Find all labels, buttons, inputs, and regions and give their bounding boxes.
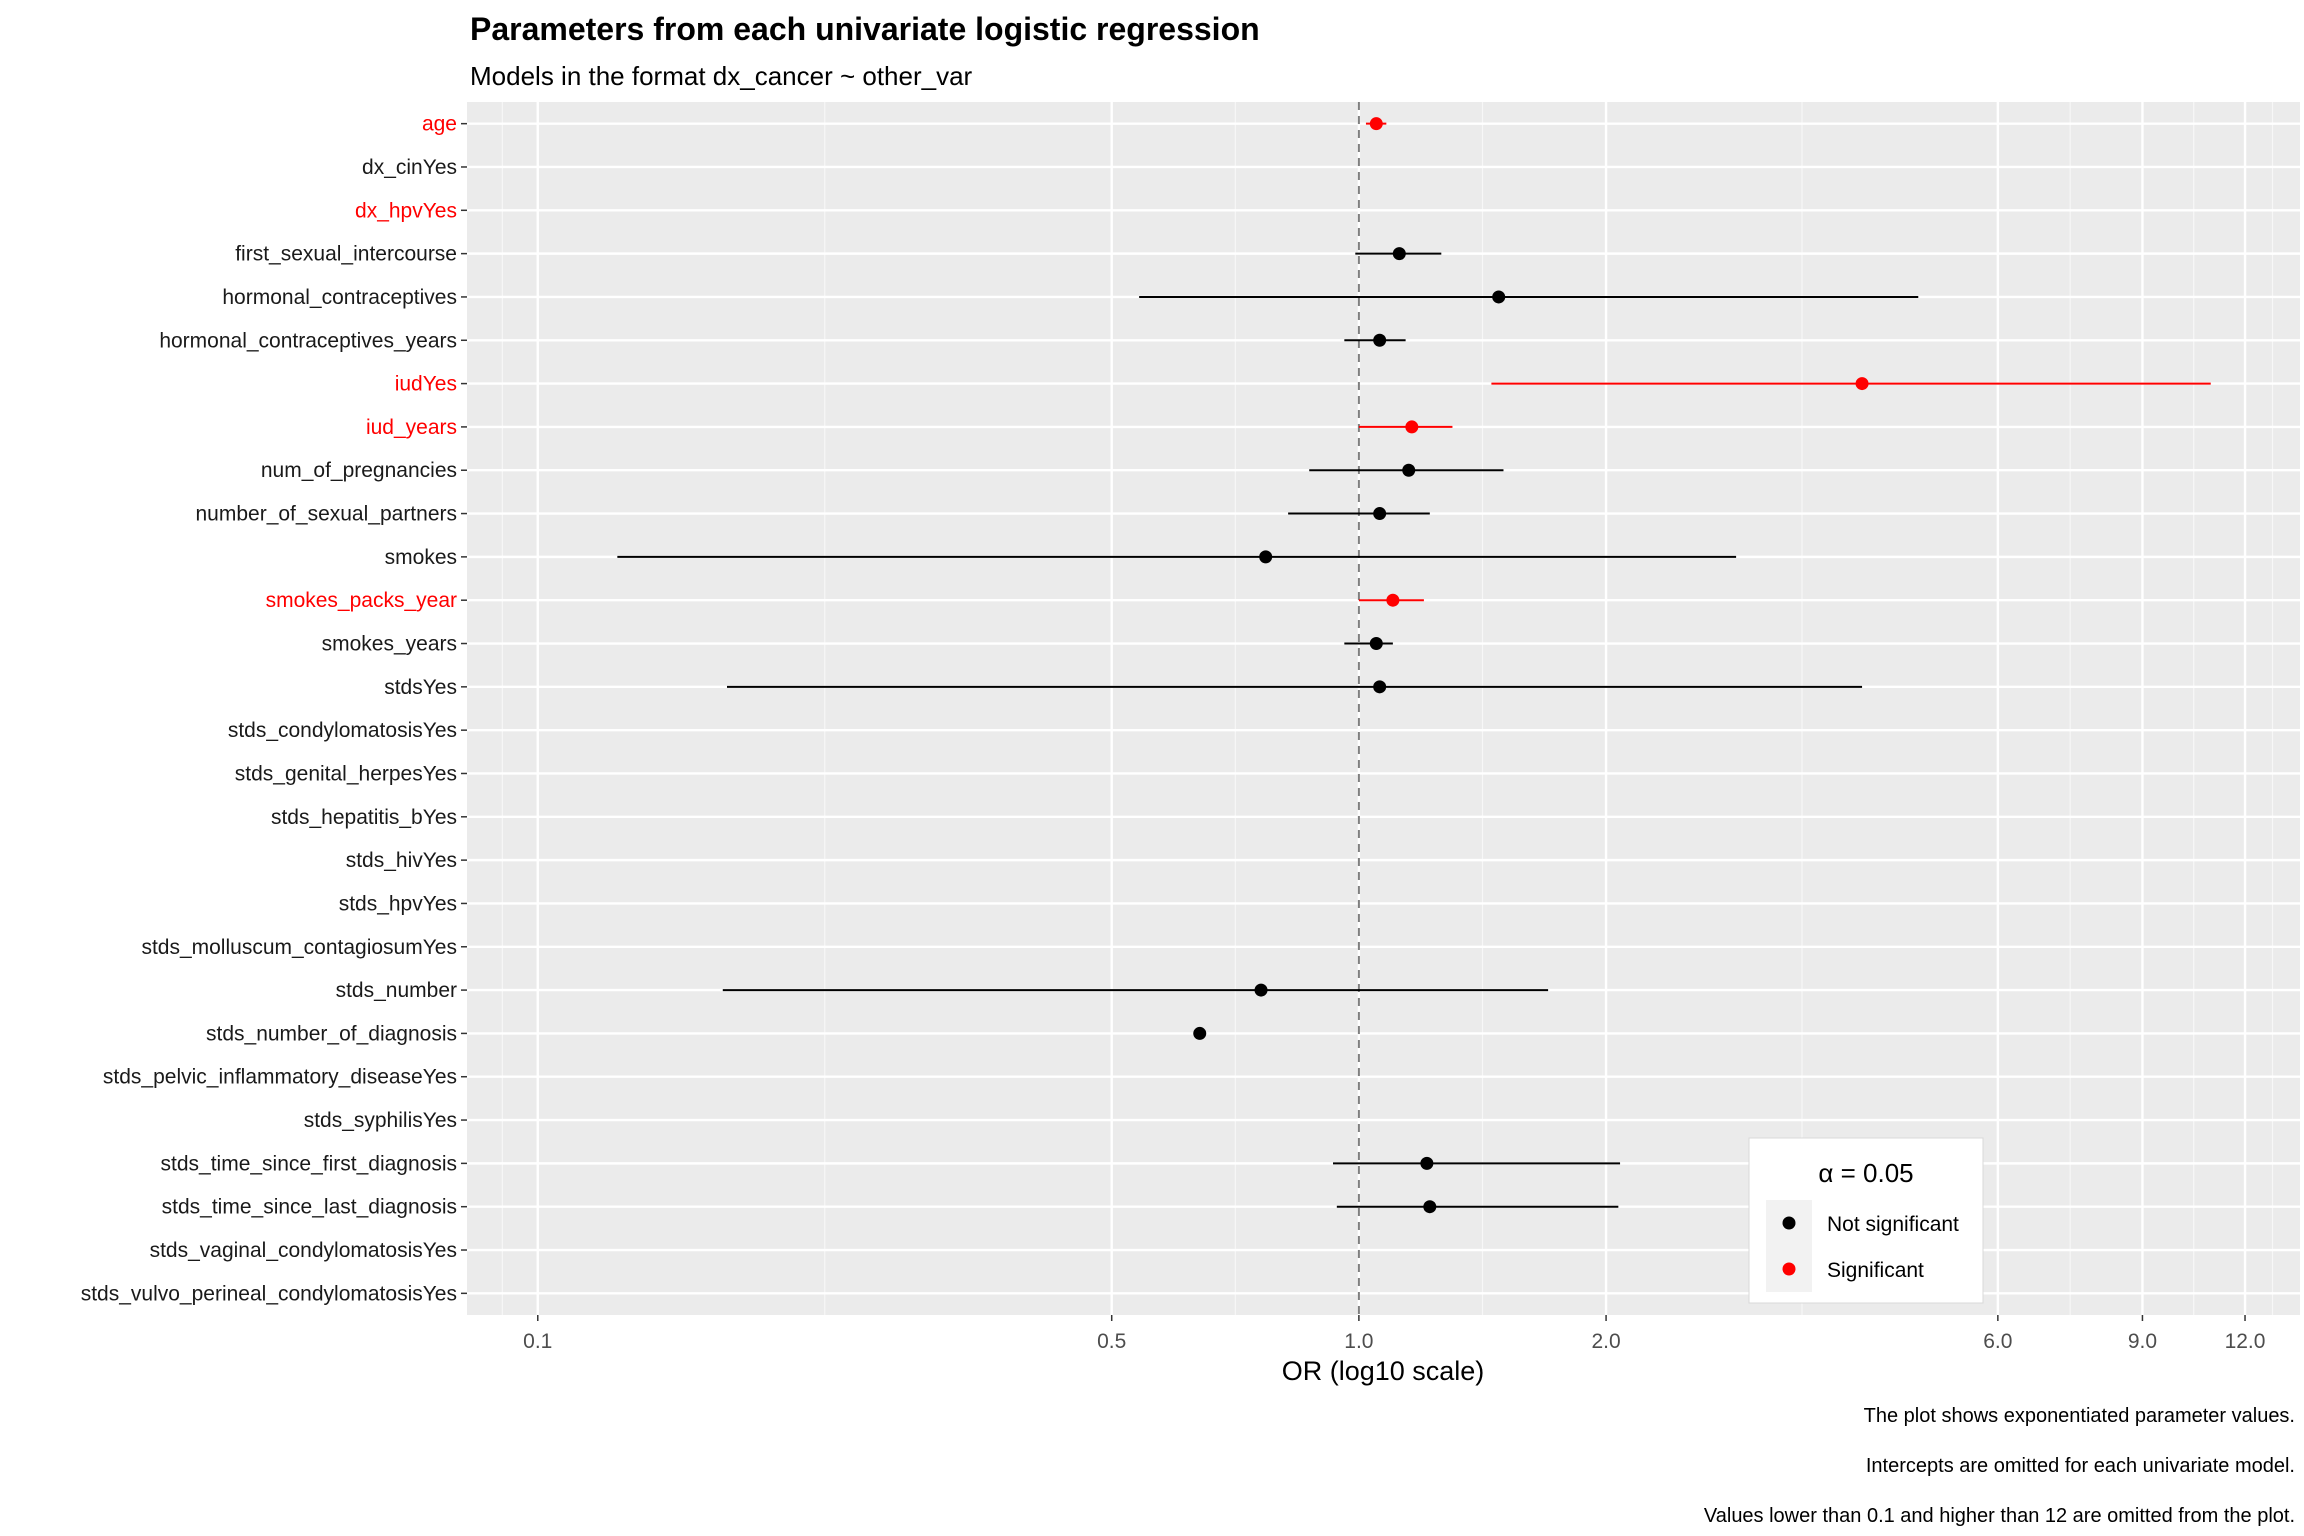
x-tick-label: 0.5 <box>1097 1330 1126 1353</box>
point-iud_years <box>1405 420 1419 434</box>
y-tick-label: iudYes <box>395 373 457 396</box>
legend-key-significant <box>1782 1262 1796 1276</box>
y-tick-label: stds_hepatitis_bYes <box>271 806 457 829</box>
point-hormonal_contraceptives <box>1492 290 1506 304</box>
y-tick-label: first_sexual_intercourse <box>235 243 457 266</box>
caption-line: The plot shows exponentiated parameter v… <box>1864 1405 2295 1427</box>
y-tick-label: stds_vaginal_condylomatosisYes <box>150 1239 457 1262</box>
y-tick-label: stds_number_of_diagnosis <box>206 1022 457 1045</box>
y-tick-label: smokes_packs_year <box>266 589 457 612</box>
point-hormonal_contraceptives_years <box>1373 333 1387 347</box>
y-tick-label: smokes <box>385 546 457 569</box>
y-tick-label: stds_hpvYes <box>339 892 457 915</box>
point-stdsYes <box>1373 680 1387 694</box>
legend-label-not-significant: Not significant <box>1827 1213 1959 1236</box>
x-tick-label: 9.0 <box>2128 1330 2157 1353</box>
y-tick-label: hormonal_contraceptives <box>222 286 457 309</box>
point-iudYes <box>1855 377 1869 391</box>
point-smokes_years <box>1369 637 1383 651</box>
y-tick-labels: age dx_cinYes dx_hpvYes first_sexual_interc… <box>81 113 467 1305</box>
y-tick-label: stds_number <box>336 979 457 1002</box>
y-tick-label: stds_pelvic_inflammatory_diseaseYes <box>103 1066 457 1089</box>
y-tick-label: stds_genital_herpesYes <box>235 762 457 785</box>
y-tick-label: stds_time_since_last_diagnosis <box>162 1196 457 1219</box>
point-age <box>1369 117 1383 131</box>
chart-title: Parameters from each univariate logistic… <box>470 11 1260 47</box>
y-tick-label: smokes_years <box>322 633 457 656</box>
caption-line: Intercepts are omitted for each univaria… <box>1866 1455 2295 1477</box>
y-tick-label: age <box>422 113 457 136</box>
chart-subtitle: Models in the format dx_cancer ~ other_v… <box>470 61 973 91</box>
x-axis-label: OR (log10 scale) <box>1282 1356 1485 1386</box>
x-tick-label: 12.0 <box>2225 1330 2266 1353</box>
point-smokes <box>1259 550 1273 564</box>
caption-line: Values lower than 0.1 and higher than 12… <box>1704 1505 2295 1527</box>
point-number_of_sexual_partners <box>1373 507 1387 521</box>
y-tick-label: hormonal_contraceptives_years <box>159 329 457 352</box>
y-tick-label: dx_cinYes <box>362 156 457 179</box>
point-num_of_pregnancies <box>1402 463 1416 477</box>
legend-title: α = 0.05 <box>1818 1158 1913 1188</box>
y-tick-label: iud_years <box>366 416 457 439</box>
y-tick-label: stds_hivYes <box>346 849 457 872</box>
y-tick-label: number_of_sexual_partners <box>196 503 458 526</box>
plot-panel <box>467 102 2300 1315</box>
x-tick-labels: 0.1 0.5 1.0 2.0 6.0 9.0 12.0 <box>523 1315 2265 1353</box>
point-stds_number_of_diagnosis <box>1193 1026 1207 1040</box>
x-tick-label: 6.0 <box>1983 1330 2012 1353</box>
y-tick-label: num_of_pregnancies <box>261 459 457 482</box>
legend: α = 0.05 Not significant Significant <box>1748 1137 1984 1304</box>
point-stds_number <box>1254 983 1268 997</box>
point-smokes_packs_year <box>1386 593 1400 607</box>
point-stds_time_since_last_diagnosis <box>1423 1200 1437 1214</box>
point-first_sexual_intercourse <box>1392 247 1406 261</box>
y-tick-label: stds_molluscum_contagiosumYes <box>141 936 457 959</box>
legend-label-significant: Significant <box>1827 1259 1924 1282</box>
legend-key-not-significant <box>1782 1216 1796 1230</box>
x-tick-label: 1.0 <box>1344 1330 1373 1353</box>
x-tick-label: 2.0 <box>1591 1330 1620 1353</box>
y-tick-label: stds_syphilisYes <box>304 1109 457 1132</box>
point-stds_time_since_first_diagnosis <box>1420 1156 1434 1170</box>
y-tick-label: dx_hpvYes <box>355 199 457 222</box>
y-tick-label: stdsYes <box>384 676 457 699</box>
x-tick-label: 0.1 <box>523 1330 552 1353</box>
y-tick-label: stds_vulvo_perineal_condylomatosisYes <box>81 1282 457 1305</box>
chart-marks <box>617 117 2211 1214</box>
y-tick-label: stds_time_since_first_diagnosis <box>161 1152 457 1175</box>
y-tick-label: stds_condylomatosisYes <box>228 719 457 742</box>
